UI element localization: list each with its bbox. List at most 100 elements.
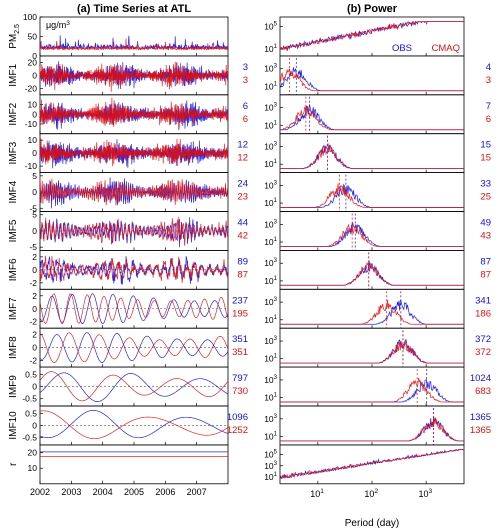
power-x-tick-label: 102: [364, 488, 378, 499]
y-tick-label: 5: [32, 171, 37, 181]
row-imf1: -20 0 20 IMF1 3 3 4 3: [8, 55, 491, 96]
power-y-tick-label: 103: [264, 297, 277, 307]
y-tick-label: 0: [32, 420, 37, 430]
power-obs-period-label: 1365: [470, 412, 491, 423]
y-tick-label: 0: [32, 70, 37, 80]
row-label: PM2.5: [8, 24, 21, 49]
y-tick-label: 0: [32, 51, 37, 61]
power-obs-line: [280, 300, 464, 325]
y-tick-label: 0: [32, 343, 37, 353]
power-y-tick-label: 101: [264, 44, 277, 54]
obs-period-label: 89: [237, 256, 248, 267]
row-label: IMF5: [8, 219, 19, 242]
y-tick-label: 2: [32, 252, 37, 262]
power-obs-period-label: 7: [486, 101, 491, 112]
series-model-line: [39, 175, 229, 206]
x-tick-label: 2005: [124, 487, 144, 497]
y-tick-label: -0.5: [22, 394, 37, 404]
obs-period-label: 351: [232, 334, 248, 345]
row-label: IMF10: [8, 411, 19, 440]
y-tick-label: -10: [25, 161, 38, 171]
series-model-line: [39, 255, 229, 283]
power-obs-period-label: 33: [480, 179, 491, 190]
right-xlabel: Period (day): [345, 518, 399, 529]
model-period-label: 6: [243, 114, 248, 125]
y-tick-label: -2: [29, 356, 37, 366]
y-tick-label: 10: [28, 463, 38, 473]
power-obs-line: [280, 221, 464, 247]
model-period-label: 1252: [227, 425, 248, 436]
right-panel-title: (b) Power: [347, 3, 398, 15]
power-y-tick-label: 101: [264, 81, 277, 91]
series-model-line: [39, 216, 229, 246]
row-r: 10 20 r: [8, 444, 465, 485]
series-obs-line: [39, 410, 229, 439]
power-obs-line: [280, 379, 464, 403]
y-tick-label: 0: [32, 304, 37, 314]
power-model-period-label: 6: [486, 114, 491, 125]
power-y-tick-label: 101: [264, 472, 277, 482]
series-model-line: [39, 138, 229, 167]
power-model-period-label: 25: [480, 192, 491, 203]
power-obs-period-label: 87: [480, 256, 491, 267]
power-model-line: [280, 144, 464, 169]
power-obs-period-label: 1024: [470, 373, 491, 384]
power-model-line: [280, 105, 464, 131]
y-tick-label: 0.5: [25, 369, 37, 379]
x-tick-label: 2006: [155, 487, 175, 497]
row-imf8: -2 0 2 IMF8 351 351 372 372: [8, 327, 491, 368]
row-label: IMF7: [8, 297, 19, 320]
power-y-tick-label: 101: [264, 198, 277, 208]
row-imf7: -2 0 2 IMF7 237 195 341 186: [8, 288, 491, 329]
y-tick-label: 50: [28, 31, 38, 41]
model-period-label: 195: [232, 308, 248, 319]
series-model-line: [39, 293, 229, 325]
power-obs-period-label: 341: [475, 295, 491, 306]
power-y-tick-label: 101: [264, 393, 277, 403]
row-imf6: -2 0 2 IMF6 89 87 87 87: [8, 249, 491, 290]
power-y-tick-label: 101: [264, 354, 277, 364]
power-model-line: [279, 20, 464, 51]
obs-period-label: 237: [232, 295, 248, 306]
right-axes-frame: [279, 405, 465, 446]
y-tick-label: 2: [32, 291, 37, 301]
obs-period-label: 44: [237, 218, 248, 229]
row-imf3: -10 0 10 IMF3 12 12 15 15: [8, 133, 491, 173]
power-model-period-label: 372: [475, 347, 491, 358]
right-axes-frame: [279, 288, 465, 329]
y-tick-label: 0: [32, 109, 37, 119]
y-tick-label: -10: [25, 119, 38, 129]
obs-period-label: 797: [232, 373, 248, 384]
row-label: IMF2: [8, 102, 19, 125]
series-model-line: [39, 61, 229, 92]
y-tick-label: 10: [28, 100, 38, 110]
y-tick-label: 5: [32, 210, 37, 220]
power-y-tick-label: 103: [264, 103, 277, 113]
power-model-period-label: 186: [475, 308, 491, 319]
power-y-tick-label: 105: [264, 22, 277, 32]
power-y-tick-label: 105: [264, 450, 277, 460]
row-label: IMF1: [8, 64, 19, 87]
model-period-label: 3: [243, 75, 248, 86]
series-model-line: [39, 410, 229, 440]
row-label: IMF3: [8, 141, 19, 164]
y-tick-label: 2: [32, 330, 37, 340]
power-y-tick-label: 103: [264, 142, 277, 152]
power-obs-line: [279, 67, 464, 92]
series-model-line: [39, 332, 229, 363]
row-imf10: -0.5 0 0.5 IMF10 1096 1252 1365 1365: [8, 405, 491, 446]
row-label: IMF9: [8, 375, 19, 398]
power-obs-period-label: 49: [480, 218, 491, 229]
y-tick-label: 10: [28, 135, 38, 145]
y-tick-label: -2: [29, 317, 37, 327]
model-period-label: 730: [232, 386, 248, 397]
power-y-tick-label: 103: [264, 414, 277, 424]
series-obs-line: [39, 332, 229, 363]
row-imf9: -0.5 0 0.5 IMF9 797 730 1024 683: [8, 366, 491, 407]
power-y-tick-label: 103: [264, 64, 277, 74]
power-y-tick-label: 101: [264, 159, 277, 169]
y-tick-label: 0: [32, 382, 37, 392]
